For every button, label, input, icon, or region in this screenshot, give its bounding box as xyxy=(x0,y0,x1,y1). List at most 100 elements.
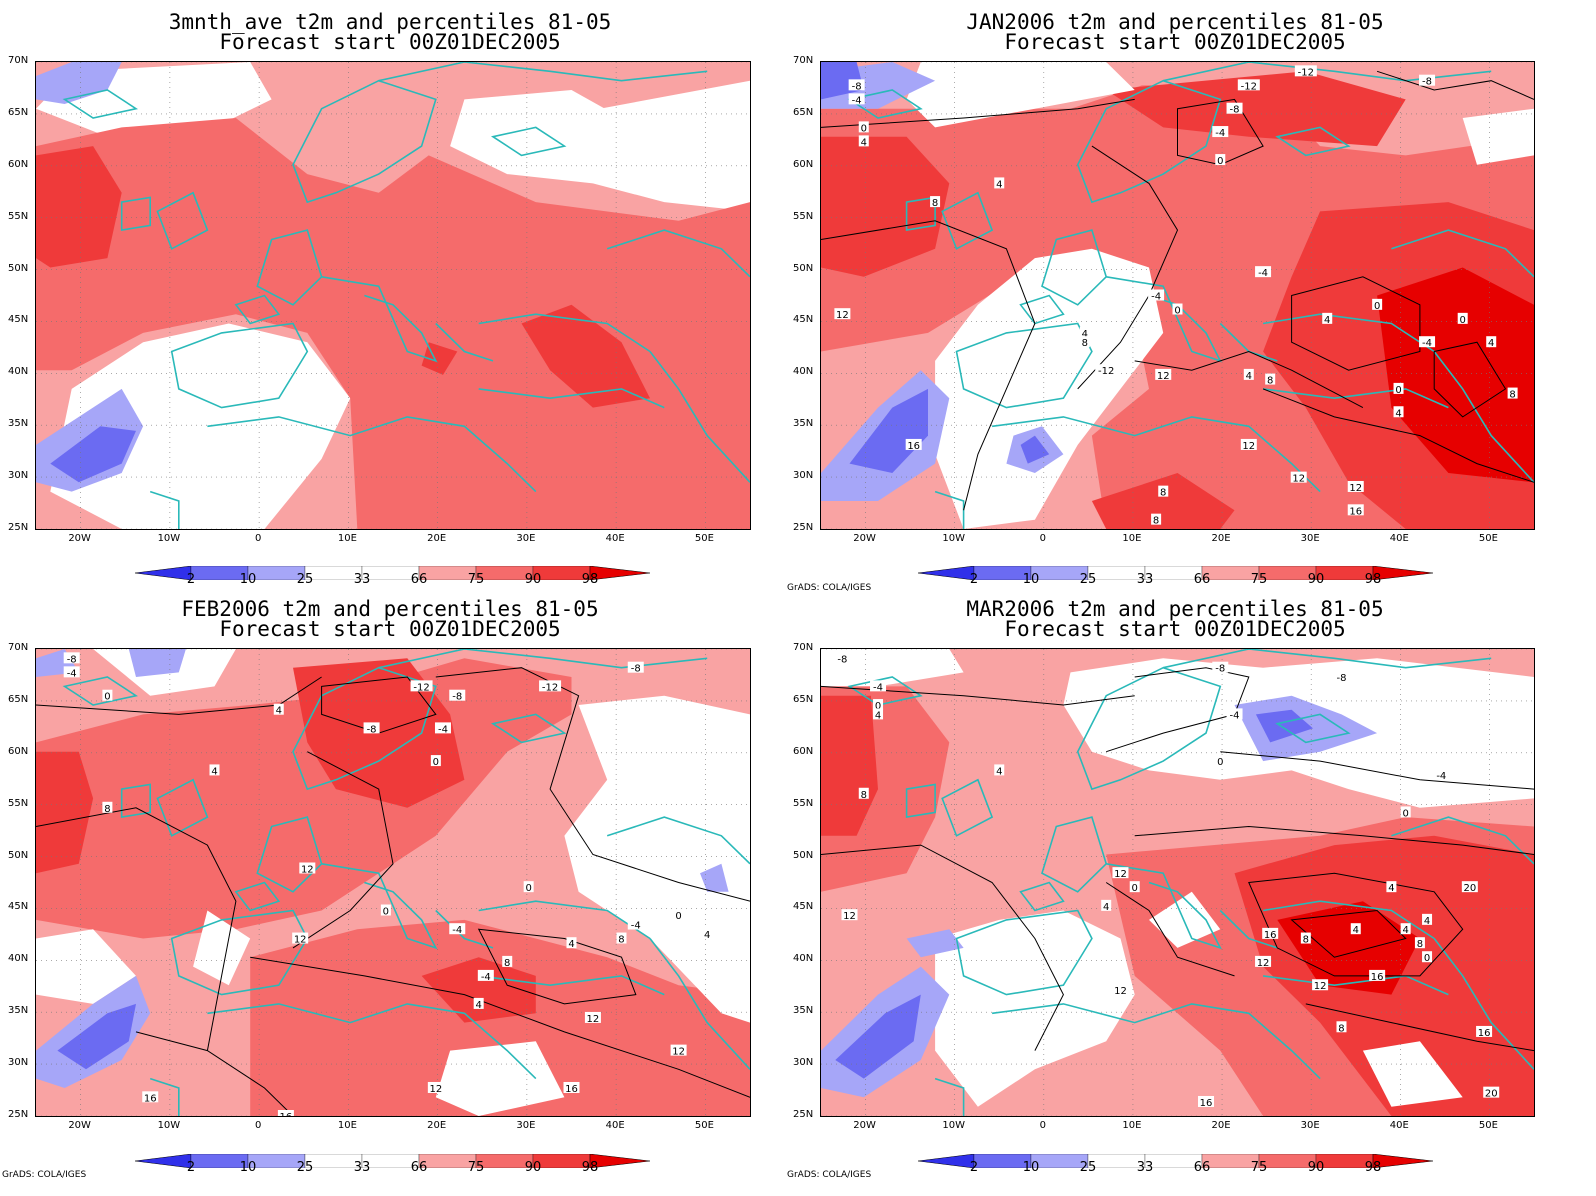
contour-label-box xyxy=(1433,769,1450,781)
lat-tick-label: 45N xyxy=(793,901,814,913)
contour-label-box xyxy=(1419,336,1436,348)
lon-tick-label: 30E xyxy=(516,1120,536,1131)
colorbar-label: 75 xyxy=(1250,1160,1268,1175)
colorbar-label: 98 xyxy=(1364,1160,1382,1175)
lon-tick-label: 50E xyxy=(1478,1120,1498,1131)
colorbar-arrow-right xyxy=(589,565,651,581)
lon-tick-label: 0 xyxy=(254,533,262,544)
contour-label: 16 xyxy=(144,1093,157,1104)
contour-label: -8 xyxy=(1336,673,1346,684)
percentile-shading xyxy=(935,910,1135,1107)
contour-label: 0 xyxy=(1217,156,1223,167)
percentile-shading xyxy=(1462,108,1534,165)
contour-label-box xyxy=(1237,79,1260,91)
coastline xyxy=(156,191,209,250)
colorbar-arrow-left xyxy=(134,565,192,581)
contour-label-box xyxy=(616,932,627,944)
temperature-contour xyxy=(1077,145,1179,390)
coastline xyxy=(1275,713,1351,744)
contour-label: 4 xyxy=(1395,408,1401,419)
contour-label-box xyxy=(563,1081,580,1093)
contour-label: 16 xyxy=(1264,930,1277,941)
coastline xyxy=(606,229,750,278)
grads-credit: GrADS: COLA/IGES xyxy=(787,1170,872,1180)
lon-tick-label: 10E xyxy=(337,533,357,544)
contour-label: 16 xyxy=(907,441,920,452)
lat-tick-label: 30N xyxy=(793,470,814,482)
colorbar-label: 33 xyxy=(1136,572,1154,587)
coastline xyxy=(905,196,936,232)
contour-label: 12 xyxy=(301,864,314,875)
contour-label-box xyxy=(994,764,1005,776)
contour-label-box xyxy=(102,689,113,701)
coastline xyxy=(934,490,965,529)
coastline xyxy=(321,863,438,950)
lat-tick-label: 70N xyxy=(793,642,814,653)
contour-label-box xyxy=(1198,1095,1215,1107)
lat-tick-label: 30N xyxy=(793,1057,814,1069)
temperature-contour xyxy=(435,667,750,902)
colorbar-label: 66 xyxy=(1193,572,1211,587)
lat-tick-label: 55N xyxy=(8,210,29,222)
percentile-shading xyxy=(1255,709,1313,743)
lon-tick-label: 30E xyxy=(516,533,536,544)
coastline xyxy=(478,388,665,409)
coastline xyxy=(991,416,1321,493)
coastline xyxy=(170,909,309,996)
contour-label-box xyxy=(1212,661,1229,673)
coastline xyxy=(649,351,750,483)
lat-tick-label: 35N xyxy=(8,418,29,430)
lon-tick-label: 40E xyxy=(1389,1120,1409,1131)
contour-label-box xyxy=(1422,913,1433,925)
contour-label: 4 xyxy=(704,930,710,941)
contour-label: -8 xyxy=(852,81,862,92)
panel-subtitle: Forecast start 00Z01DEC2005 xyxy=(1004,617,1346,641)
coastline xyxy=(1219,909,1278,949)
panel-title: FEB2006 t2m and percentiles 81-05 xyxy=(181,597,599,621)
contour-label: 8 xyxy=(1303,935,1309,946)
percentile-shading xyxy=(700,863,729,892)
contour-label-box xyxy=(1347,504,1364,516)
lat-tick-label: 40N xyxy=(8,953,29,965)
lon-tick-label: 40E xyxy=(605,1120,625,1131)
coastline xyxy=(120,783,151,819)
coastline xyxy=(490,126,567,157)
contour-label: -12 xyxy=(542,682,558,693)
contour-label: 12 xyxy=(587,1014,600,1025)
lon-tick-label: 50E xyxy=(694,533,714,544)
lon-tick-label: 40E xyxy=(1389,533,1409,544)
lon-tick-label: 10W xyxy=(157,1120,181,1131)
contour-label: -8 xyxy=(1230,105,1240,116)
contour-label: -4 xyxy=(1215,128,1225,139)
coastline xyxy=(1041,229,1108,306)
lat-tick-label: 25N xyxy=(793,522,814,533)
colorbar-label: 66 xyxy=(1193,1160,1211,1175)
temperature-contour xyxy=(1305,1003,1534,1052)
coastline xyxy=(1076,79,1222,204)
contour-label: 0 xyxy=(1402,808,1408,819)
colorbar-label: 25 xyxy=(296,572,314,587)
contour-label-box xyxy=(930,196,941,208)
contour-label: 12 xyxy=(294,935,307,946)
contour-label-box xyxy=(1476,1025,1493,1037)
contour-label: 8 xyxy=(1509,390,1515,401)
contour-label: -4 xyxy=(631,921,641,932)
contour-label-box xyxy=(1483,1086,1500,1098)
percentile-shading xyxy=(57,1003,136,1070)
contour-label-box xyxy=(834,652,851,664)
percentile-shading xyxy=(36,118,750,529)
lon-tick-label: 20E xyxy=(427,533,447,544)
temperature-contour xyxy=(36,807,237,1051)
contour-label-box xyxy=(380,904,391,916)
contour-label-box xyxy=(1112,983,1129,995)
coastline xyxy=(62,676,139,706)
temperature-contour xyxy=(821,98,1135,128)
colorbar-label: 10 xyxy=(239,572,257,587)
percentile-shading xyxy=(421,957,536,1023)
contour-label: 4 xyxy=(568,939,574,950)
percentile-shading xyxy=(821,649,964,687)
contour-label-box xyxy=(449,689,466,701)
contour-label: 16 xyxy=(565,1084,578,1095)
contour-label-box xyxy=(858,787,869,799)
contour-label: 12 xyxy=(1314,981,1327,992)
